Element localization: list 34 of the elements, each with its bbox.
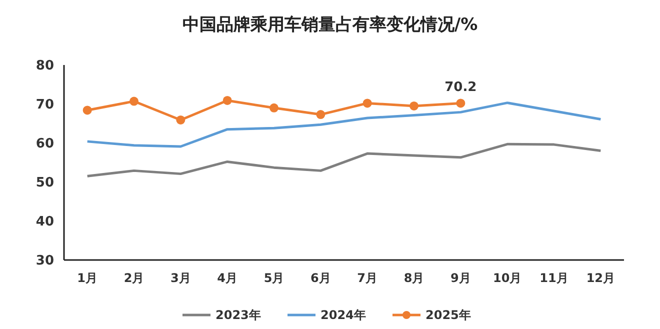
line-series [86, 102, 602, 148]
x-tick-label: 10月 [492, 271, 522, 285]
y-tick-label: 60 [36, 136, 54, 152]
x-tick-label: 6月 [310, 271, 331, 285]
x-tick-label: 8月 [404, 271, 424, 285]
point [270, 103, 278, 112]
chart-title: 中国品牌乘用车销量占有率变化情况/% [182, 15, 478, 35]
point [362, 98, 372, 108]
legend-label: 2023年 [216, 308, 261, 322]
x-tick-label: 7月 [357, 271, 378, 285]
line-series [86, 142, 602, 178]
x-tick-label: 5月 [264, 271, 284, 285]
x-tick-label: 4月 [217, 271, 238, 285]
point [130, 96, 138, 106]
annotation: 70.2 [444, 80, 477, 96]
y-tick-label: 80 [36, 58, 54, 74]
x-tick-label: 11月 [540, 271, 568, 285]
legend-label: 2025年 [426, 308, 471, 322]
point [82, 106, 92, 115]
legend-label: 2024年 [320, 308, 366, 322]
y-tick-label: 70 [36, 98, 54, 113]
point [316, 110, 326, 120]
point [456, 98, 466, 108]
x-tick-label: 12月 [586, 271, 616, 285]
y-tick-label: 50 [36, 176, 54, 191]
x-tick-label: 1月 [77, 271, 98, 285]
point [410, 101, 418, 110]
x-tick-label: 9月 [450, 271, 471, 285]
x-tick-label: 3月 [170, 271, 191, 285]
point [222, 96, 232, 105]
point [176, 115, 186, 124]
y-tick-label: 30 [36, 254, 54, 269]
y-tick-label: 40 [36, 214, 54, 230]
x-tick-label: 2月 [124, 271, 144, 285]
